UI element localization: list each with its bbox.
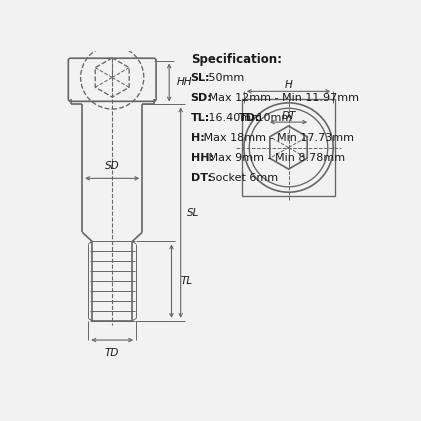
Text: 16.40mm: 16.40mm xyxy=(205,113,265,123)
Text: TD:: TD: xyxy=(239,113,261,123)
Bar xyxy=(242,99,335,196)
Text: Max 9mm - Min 8.78mm: Max 9mm - Min 8.78mm xyxy=(205,153,345,163)
Text: TL: TL xyxy=(181,276,193,286)
Text: SL:: SL: xyxy=(191,73,210,83)
Text: DT:: DT: xyxy=(191,173,212,183)
Text: H:: H: xyxy=(191,133,205,143)
Text: TL:: TL: xyxy=(191,113,210,123)
Text: HH: HH xyxy=(177,77,192,88)
Text: SL: SL xyxy=(187,208,199,218)
Text: Socket 6mm: Socket 6mm xyxy=(205,173,278,183)
Text: SD: SD xyxy=(105,161,120,171)
Text: 10mm: 10mm xyxy=(253,113,292,123)
Text: DT: DT xyxy=(281,111,296,121)
Text: 50mm: 50mm xyxy=(205,73,244,83)
Text: SD:: SD: xyxy=(191,93,213,103)
Text: TD: TD xyxy=(105,348,120,358)
Text: Max 18mm - Min 17.73mm: Max 18mm - Min 17.73mm xyxy=(200,133,354,143)
Text: HH:: HH: xyxy=(191,153,214,163)
Text: Specification:: Specification: xyxy=(191,53,282,66)
Text: Max 12mm - Min 11.97mm: Max 12mm - Min 11.97mm xyxy=(205,93,359,103)
Text: H: H xyxy=(285,80,293,90)
